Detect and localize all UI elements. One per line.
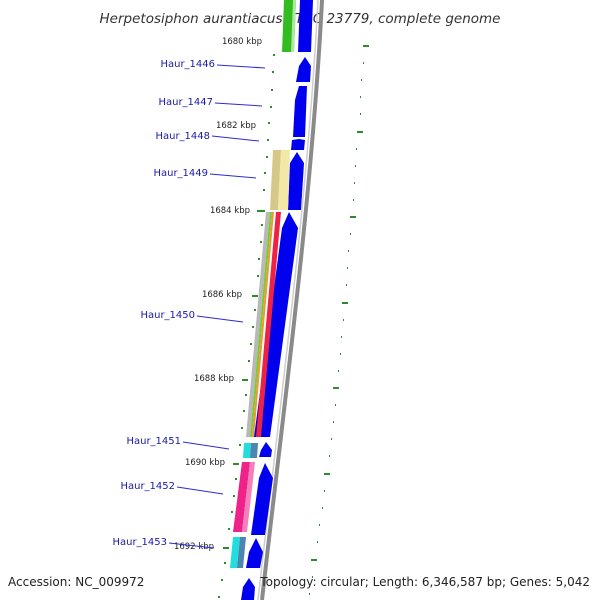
gc-tick-track <box>309 45 369 595</box>
feature-haur-1453-blocks[interactable] <box>230 537 246 568</box>
scale-label: 1684 kbp <box>210 206 250 216</box>
gene-label-haur-1447[interactable]: Haur_1447 <box>158 97 213 108</box>
leader-haur-1451 <box>182 441 230 450</box>
gene-label-haur-1446[interactable]: Haur_1446 <box>160 59 215 70</box>
left-tick-track <box>218 54 275 598</box>
leader-haur-1446 <box>216 64 266 69</box>
cds-arrow[interactable] <box>241 578 255 600</box>
gene-label-haur-1453[interactable]: Haur_1453 <box>112 537 167 548</box>
genome-backbone-edge <box>257 0 319 600</box>
gene-label-haur-1448[interactable]: Haur_1448 <box>155 131 210 142</box>
gene-leader-lines <box>168 64 266 549</box>
genome-summary-text: Topology: circular; Length: 6,346,587 bp… <box>259 575 590 589</box>
gene-labels: Haur_1446 Haur_1447 Haur_1448 Haur_1449 … <box>112 59 215 548</box>
gene-label-haur-1452[interactable]: Haur_1452 <box>120 481 175 492</box>
cds-arrow-haur-1451[interactable] <box>259 442 272 457</box>
feature-green[interactable] <box>282 0 296 52</box>
scale-label: 1680 kbp <box>222 37 262 47</box>
leader-haur-1449 <box>209 173 257 179</box>
gene-label-haur-1449[interactable]: Haur_1449 <box>153 168 208 179</box>
leader-haur-1447 <box>214 102 263 107</box>
cds-arrow-haur-1452[interactable] <box>251 463 273 535</box>
cds-arrow-haur-1446[interactable] <box>296 57 311 82</box>
leader-haur-1450 <box>196 315 244 323</box>
cds-arrow-haur-1449[interactable] <box>288 152 304 210</box>
leader-haur-1453 <box>168 542 215 549</box>
cds-arrow-haur-1447[interactable] <box>293 86 307 137</box>
cds-track <box>241 0 313 600</box>
scale-labels: 1680 kbp 1682 kbp 1684 kbp 1686 kbp 1688… <box>174 37 262 552</box>
leader-haur-1448 <box>211 135 260 142</box>
feature-haur-1449-blocks[interactable] <box>270 150 290 210</box>
cds-arrow-haur-1453[interactable] <box>246 538 263 568</box>
gene-label-haur-1450[interactable]: Haur_1450 <box>140 310 195 321</box>
scale-label: 1692 kbp <box>174 542 214 552</box>
feature-haur-1450-stripes[interactable] <box>246 212 281 437</box>
gene-label-haur-1451[interactable]: Haur_1451 <box>126 436 181 447</box>
feature-haur-1451-blocks[interactable] <box>243 443 258 458</box>
scale-label: 1688 kbp <box>194 374 234 384</box>
scale-label: 1682 kbp <box>216 121 256 131</box>
scale-label: 1690 kbp <box>185 458 225 468</box>
feature-haur-1452-block[interactable] <box>233 462 255 532</box>
accession-text: Accession: NC_009972 <box>8 575 144 589</box>
cds-arrow-haur-1448[interactable] <box>291 139 305 150</box>
scale-label: 1686 kbp <box>202 290 242 300</box>
genome-backbone <box>260 0 324 600</box>
leader-haur-1452 <box>176 486 224 495</box>
cds-arrow[interactable] <box>298 0 313 52</box>
